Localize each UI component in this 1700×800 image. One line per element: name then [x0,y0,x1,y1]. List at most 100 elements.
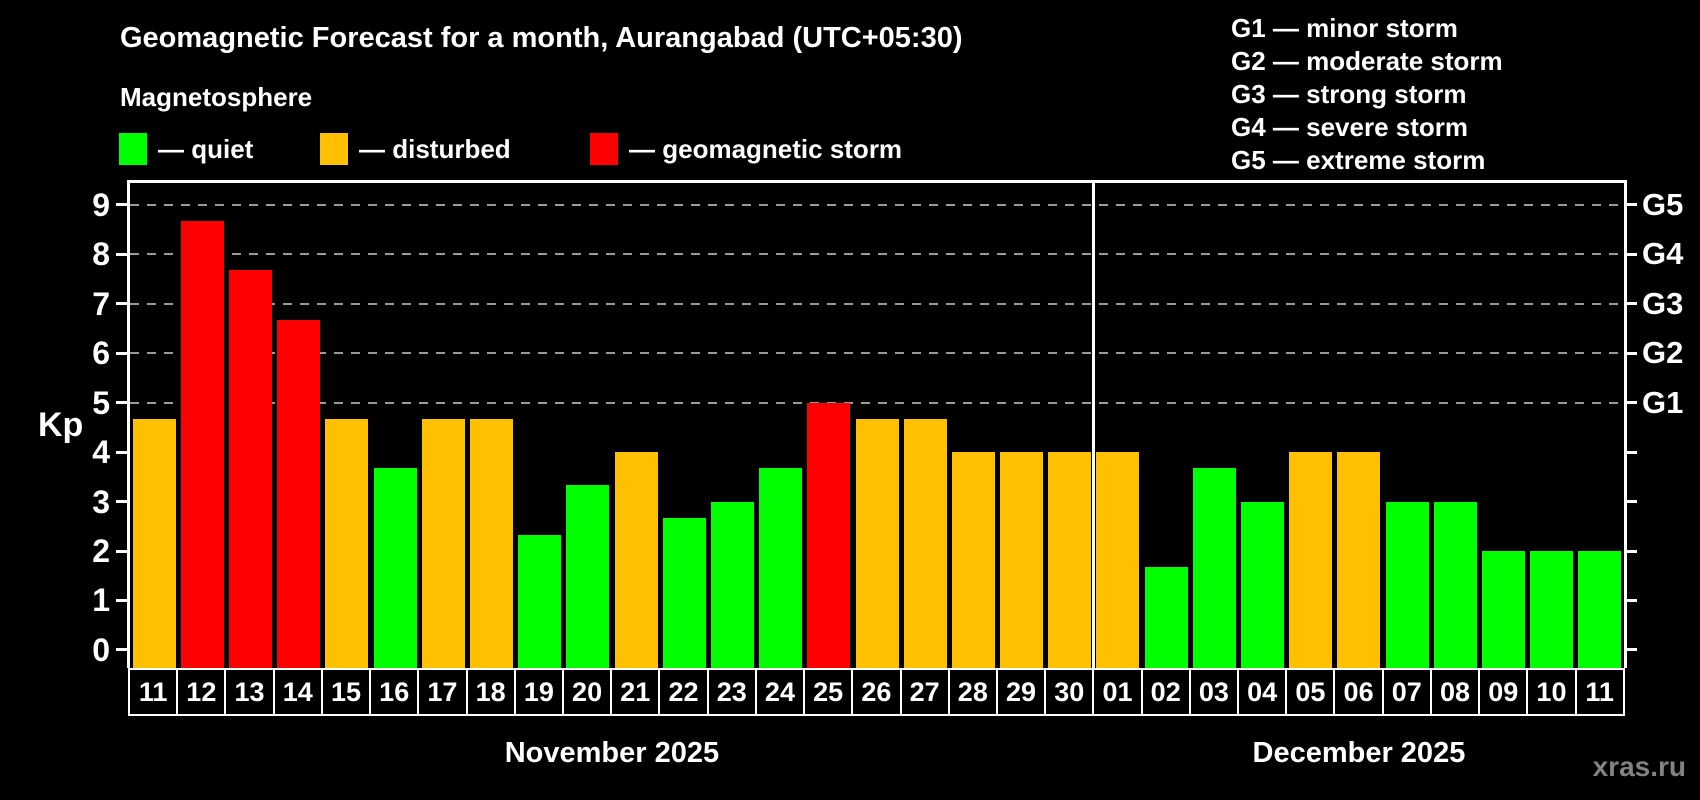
day-label-cell: 01 [1094,670,1143,714]
kp-bar-07 [1385,501,1429,668]
left-tick-1 [116,598,128,602]
legend-item-disturbed: — disturbed [320,133,511,165]
kp-bar-12 [180,220,224,668]
plot-area [130,183,1624,668]
axis-top [127,180,1627,183]
g3-legend-line: G3 — strong storm [1231,79,1467,109]
y-tick-label-0: 0 [92,631,110,668]
month-divider [1092,183,1096,668]
kp-bar-22 [662,517,706,668]
day-label-cell: 11 [130,670,179,714]
y-tick-label-3: 3 [92,483,110,520]
day-label-cell: 03 [1191,670,1240,714]
day-label-cell: 08 [1432,670,1481,714]
day-label-cell: 22 [660,670,709,714]
right-axis-label-g5: G5 [1642,186,1684,222]
kp-bar-01 [1096,452,1140,668]
day-label-cell: 17 [419,670,468,714]
axis-left [127,183,130,668]
g4-legend-line: G4 — severe storm [1231,112,1469,142]
kp-bar-15 [325,418,369,668]
left-tick-6 [116,351,128,355]
day-label-cell: 05 [1287,670,1336,714]
kp-bar-10 [1530,551,1574,668]
y-tick-label-6: 6 [92,335,110,372]
right-tick-6 [1625,351,1637,355]
kp-bar-29 [1000,452,1044,668]
left-tick-4 [116,450,128,454]
legend-item-storm: — geomagnetic storm [590,133,902,165]
y-tick-label-9: 9 [92,186,110,223]
day-label-cell: 14 [275,670,323,714]
day-label-cell: 07 [1384,670,1432,714]
y-tick-label-4: 4 [92,434,110,471]
right-axis-label-g1: G1 [1642,384,1684,420]
gridline-kp-7 [130,302,1624,305]
kp-bar-27 [903,418,947,668]
right-tick-8 [1625,252,1637,256]
right-tick-7 [1625,302,1637,306]
right-tick-9 [1625,203,1637,207]
y-tick-label-2: 2 [92,533,110,569]
right-tick-0 [1625,648,1637,652]
disturbed-swatch [320,133,348,165]
kp-bar-14 [277,319,321,668]
day-label-cell: 28 [950,670,998,714]
g2-legend-line: G2 — moderate storm [1231,46,1503,76]
left-tick-2 [116,549,128,553]
right-tick-2 [1625,549,1637,553]
kp-bar-04 [1241,501,1285,668]
kp-bar-02 [1144,567,1188,668]
kp-axis-label: Kp [38,406,84,444]
kp-bar-11 [1578,551,1622,668]
y-tick-label-8: 8 [92,236,110,273]
kp-bar-06 [1337,452,1381,668]
left-tick-7 [116,302,128,306]
gridline-kp-9 [130,203,1624,206]
kp-bar-23 [710,501,754,668]
kp-bar-13 [228,270,272,668]
day-label-cell: 04 [1239,670,1288,714]
legend-item-quiet: — quiet [119,133,253,165]
kp-bar-17 [421,418,465,668]
kp-bar-28 [951,452,995,668]
left-tick-9 [116,203,128,207]
kp-bar-18 [469,418,513,668]
right-axis-label-g2: G2 [1642,335,1684,371]
day-label-cell: 06 [1335,670,1384,714]
kp-bar-11 [132,418,176,668]
gridline-kp-8 [130,253,1624,256]
left-tick-8 [116,252,128,256]
right-tick-5 [1625,401,1637,405]
day-label-cell: 02 [1143,670,1191,714]
kp-bar-25 [807,402,851,668]
kp-bar-03 [1192,468,1236,668]
day-label-cell: 25 [805,670,854,714]
right-axis-label-g3: G3 [1642,285,1684,321]
storm-label: — geomagnetic storm [629,133,903,164]
axis-right [1624,183,1627,668]
day-label-cell: 09 [1480,670,1529,714]
day-label-cell: 10 [1528,670,1577,714]
kp-bar-21 [614,452,658,668]
day-label-cell: 16 [371,670,420,714]
kp-bar-26 [855,418,899,668]
day-label-cell: 13 [226,670,275,714]
kp-bar-09 [1482,551,1526,668]
day-label-cell: 19 [516,670,564,714]
kp-bar-30 [1048,452,1092,668]
y-tick-label-1: 1 [92,582,110,619]
kp-bar-05 [1289,452,1333,668]
g-scale-legend: G1 — minor storm G2 — moderate storm G3 … [1231,12,1503,177]
day-label-cell: 26 [853,670,902,714]
magnetosphere-label: Magnetosphere [120,82,313,112]
storm-swatch [590,133,618,165]
right-tick-1 [1625,598,1637,602]
right-tick-4 [1625,450,1637,454]
gridline-kp-6 [130,352,1624,355]
right-tick-3 [1625,500,1637,504]
kp-bar-16 [373,468,417,668]
disturbed-label: — disturbed [359,133,511,164]
left-tick-0 [116,648,128,652]
